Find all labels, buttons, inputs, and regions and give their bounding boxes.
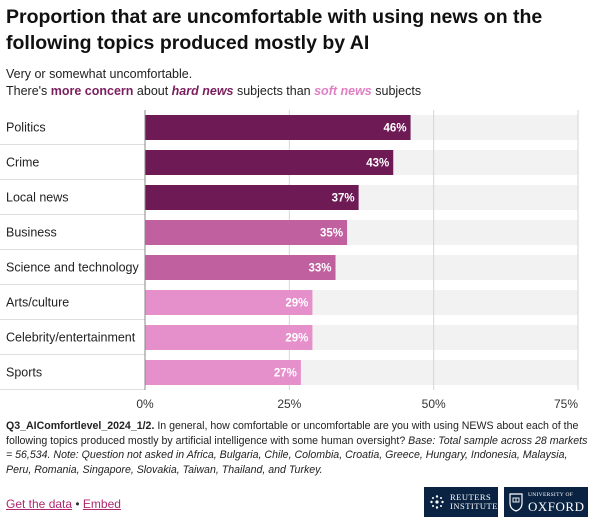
subtitle-text: There's bbox=[6, 84, 51, 98]
bar-value-label: 46% bbox=[384, 123, 407, 135]
reuters-institute-logo[interactable]: REUTERS INSTITUTE bbox=[424, 487, 498, 517]
bar-value-label: 37% bbox=[332, 193, 355, 205]
category-label: Celebrity/entertainment bbox=[6, 331, 136, 345]
subtitle-text: subjects bbox=[371, 84, 422, 98]
oxford-logo[interactable]: UNIVERSITY OF OXFORD bbox=[504, 487, 588, 517]
reuters-line2: INSTITUTE bbox=[450, 501, 498, 511]
chart-subtitle-line2: There's more concern about hard news sub… bbox=[6, 83, 421, 100]
bar bbox=[145, 325, 313, 350]
oxford-line1: UNIVERSITY OF bbox=[528, 492, 574, 498]
subtitle-highlight-soft-news: soft news bbox=[314, 84, 372, 98]
reuters-institute-wordmark: REUTERS INSTITUTE bbox=[450, 493, 498, 511]
bar-value-label: 29% bbox=[285, 298, 308, 310]
subtitle-highlight-more-concern: more concern bbox=[50, 84, 134, 98]
subtitle-text: about bbox=[133, 84, 172, 98]
x-tick-label: 0% bbox=[136, 397, 154, 410]
bar-value-label: 33% bbox=[308, 263, 331, 275]
get-the-data-link[interactable]: Get the data bbox=[6, 497, 73, 511]
crest-icon bbox=[509, 493, 523, 512]
category-label: Sports bbox=[6, 366, 42, 380]
question-text: In general, how comfortable or uncomfort… bbox=[6, 420, 579, 447]
x-tick-label: 50% bbox=[422, 397, 446, 410]
category-label: Local news bbox=[6, 191, 69, 205]
subtitle-highlight-hard-news: hard news bbox=[171, 84, 234, 98]
footer-separator: • bbox=[72, 497, 83, 511]
chart-note: Q3_AIComfortlevel_2024_1/2. In general, … bbox=[6, 419, 590, 477]
bar-value-label: 27% bbox=[274, 368, 297, 380]
bar bbox=[145, 115, 411, 140]
category-label: Politics bbox=[6, 121, 46, 135]
footer-links: Get the data • Embed bbox=[6, 497, 121, 511]
bar bbox=[145, 360, 301, 385]
x-tick-label: 25% bbox=[277, 397, 301, 410]
question-code: Q3_AIComfortlevel_2024_1/2. bbox=[6, 420, 155, 432]
category-label: Arts/culture bbox=[6, 296, 69, 310]
bar bbox=[145, 150, 394, 175]
oxford-line2: OXFORD bbox=[528, 499, 585, 514]
reuters-line1: REUTERS bbox=[450, 492, 492, 502]
chart-subtitle: Very or somewhat uncomfortable. bbox=[6, 67, 193, 81]
bar-chart: Politics Crime Local news Business Science a… bbox=[0, 110, 579, 410]
category-label: Crime bbox=[6, 156, 39, 170]
embed-link[interactable]: Embed bbox=[82, 497, 121, 511]
bar bbox=[145, 255, 336, 280]
bar bbox=[145, 220, 348, 245]
bar-value-label: 29% bbox=[285, 333, 308, 345]
bar-value-label: 43% bbox=[366, 158, 389, 170]
subtitle-text: subjects than bbox=[233, 84, 315, 98]
category-label: Science and technology bbox=[6, 261, 139, 275]
bar bbox=[145, 185, 359, 210]
x-tick-label: 75% bbox=[554, 397, 578, 410]
oxford-wordmark: UNIVERSITY OF OXFORD bbox=[528, 491, 584, 513]
category-label: Business bbox=[6, 226, 57, 240]
dots-sphere-icon bbox=[430, 495, 444, 509]
bar bbox=[145, 290, 313, 315]
bar-value-label: 35% bbox=[320, 228, 343, 240]
base-note: Base: Total sample across 28 markets = 5… bbox=[6, 434, 588, 476]
chart-title: Proportion that are uncomfortable with u… bbox=[6, 6, 543, 54]
